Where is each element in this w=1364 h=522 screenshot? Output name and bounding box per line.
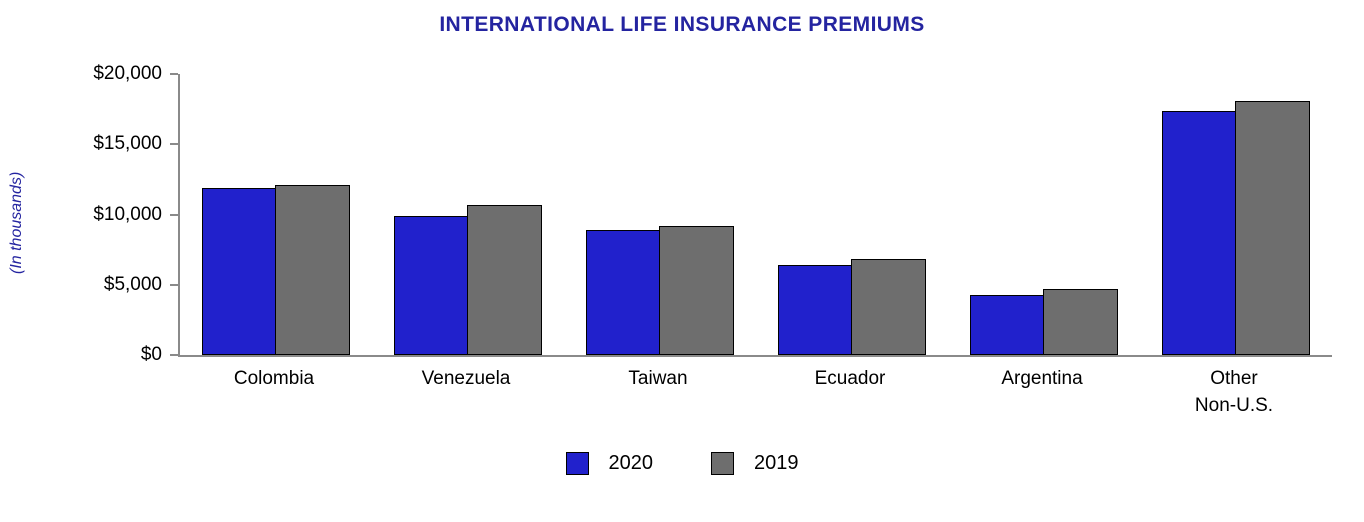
bar-2019-taiwan (659, 225, 735, 355)
plot-area: $0 $5,000 $10,000 $15,000 $20,000 (93, 63, 1332, 365)
bar-2019-other (1235, 100, 1311, 355)
x-axis-labels: Colombia Venezuela Taiwan Ecuador Argentina O… (178, 366, 1330, 419)
y-tick-mark (170, 143, 178, 146)
y-tick-label: $10,000 (93, 203, 162, 225)
bar-group-argentina (948, 74, 1140, 355)
bar-group-taiwan (564, 74, 756, 355)
x-axis-label-argentina: Argentina (1001, 368, 1083, 389)
bars-container (180, 74, 1332, 355)
x-axis-label-ecuador: Ecuador (814, 368, 886, 389)
bar-group-other (1140, 74, 1332, 355)
bar-2019-venezuela (467, 204, 543, 355)
bar-2019-argentina (1043, 288, 1119, 355)
y-axis: $0 $5,000 $10,000 $15,000 $20,000 (93, 63, 1332, 365)
legend-item-2020: 2020 (565, 452, 654, 475)
y-tick-mark (170, 283, 178, 286)
legend-swatch-2019 (711, 452, 734, 475)
y-tick-label: $5,000 (103, 273, 162, 295)
bar-2020-ecuador (777, 265, 853, 355)
legend: 2020 2019 (0, 452, 1364, 475)
chart-title: INTERNATIONAL LIFE INSURANCE PREMIUMS (439, 13, 925, 36)
y-tick-mark (170, 73, 178, 75)
bar-group-colombia (180, 74, 372, 355)
legend-swatch-2020 (565, 452, 589, 475)
y-tick-label: $15,000 (93, 133, 162, 155)
x-axis-label-venezuela: Venezuela (421, 368, 511, 389)
bar-group-venezuela (372, 74, 564, 355)
y-tick-mark (170, 354, 178, 356)
legend-label-2019: 2019 (754, 452, 799, 474)
y-tick-label: $20,000 (93, 63, 162, 84)
x-axis-label-other: Other Non-U.S. (1194, 368, 1274, 416)
bar-2020-argentina (969, 294, 1045, 355)
y-axis-label: (In thousands) (8, 171, 25, 275)
bar-2019-ecuador (851, 259, 927, 355)
bar-group-ecuador (756, 74, 948, 355)
y-tick-mark (170, 213, 178, 216)
bar-2019-colombia (275, 185, 351, 355)
legend-item-2019: 2019 (711, 452, 799, 475)
bar-2020-colombia (201, 187, 277, 355)
bar-2020-other (1161, 110, 1237, 355)
legend-label-2020: 2020 (608, 452, 654, 474)
bar-2020-taiwan (585, 229, 661, 355)
bar-2020-venezuela (393, 215, 469, 355)
x-axis-label-taiwan: Taiwan (628, 368, 688, 389)
x-axis-label-colombia: Colombia (233, 368, 315, 389)
y-tick-label: $0 (140, 344, 162, 365)
